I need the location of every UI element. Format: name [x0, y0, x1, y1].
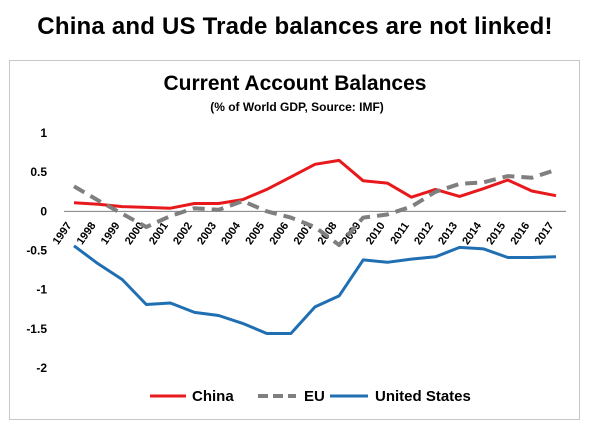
x-tick-label: 2005: [243, 220, 267, 247]
series-line-2: [73, 244, 557, 335]
x-tick-label: 2003: [195, 220, 219, 247]
x-tick-label: 2014: [460, 219, 484, 247]
x-tick-label: 2004: [219, 219, 243, 247]
x-tick-label: 2001: [147, 220, 171, 247]
legend-label: EU: [304, 388, 325, 405]
x-tick-label: 1999: [99, 220, 123, 247]
chart-title: Current Account Balances: [164, 72, 427, 95]
x-tick-label: 2015: [484, 220, 508, 247]
y-tick-label: -2: [36, 361, 47, 375]
y-tick-label: -0.5: [26, 244, 47, 258]
x-tick-label: 2017: [533, 220, 557, 247]
y-tick-label: 0: [40, 204, 47, 218]
x-tick-label: 2016: [508, 220, 532, 247]
headline: China and US Trade balances are not link…: [37, 13, 553, 40]
x-tick-label: 2011: [388, 220, 412, 246]
x-tick-label: 2006: [267, 220, 291, 247]
x-tick-label: 2010: [364, 220, 388, 247]
legend: China EU United States: [150, 388, 471, 405]
legend-label: United States: [375, 388, 471, 405]
x-tick-label: 2012: [412, 220, 436, 247]
chart-subtitle: (% of World GDP, Source: IMF): [210, 100, 384, 114]
chart-frame: [9, 60, 580, 420]
y-tick-label: 1: [40, 126, 47, 140]
series-line-0: [73, 158, 557, 210]
x-tick-label: 1997: [51, 220, 75, 247]
x-tick-label: 2013: [436, 220, 460, 247]
y-tick-label: 0.5: [30, 165, 47, 179]
legend-label: China: [192, 388, 234, 405]
y-tick-label: -1.5: [26, 322, 47, 336]
series-layer: [72, 158, 557, 335]
y-tick-label: -1: [36, 283, 47, 297]
x-tick-label: 2002: [171, 220, 195, 247]
y-axis: 1 0.5 0 -0.5 -1 -1.5 -2: [26, 126, 47, 375]
series-line-1: [72, 167, 557, 247]
x-tick-label: 1998: [75, 220, 99, 247]
